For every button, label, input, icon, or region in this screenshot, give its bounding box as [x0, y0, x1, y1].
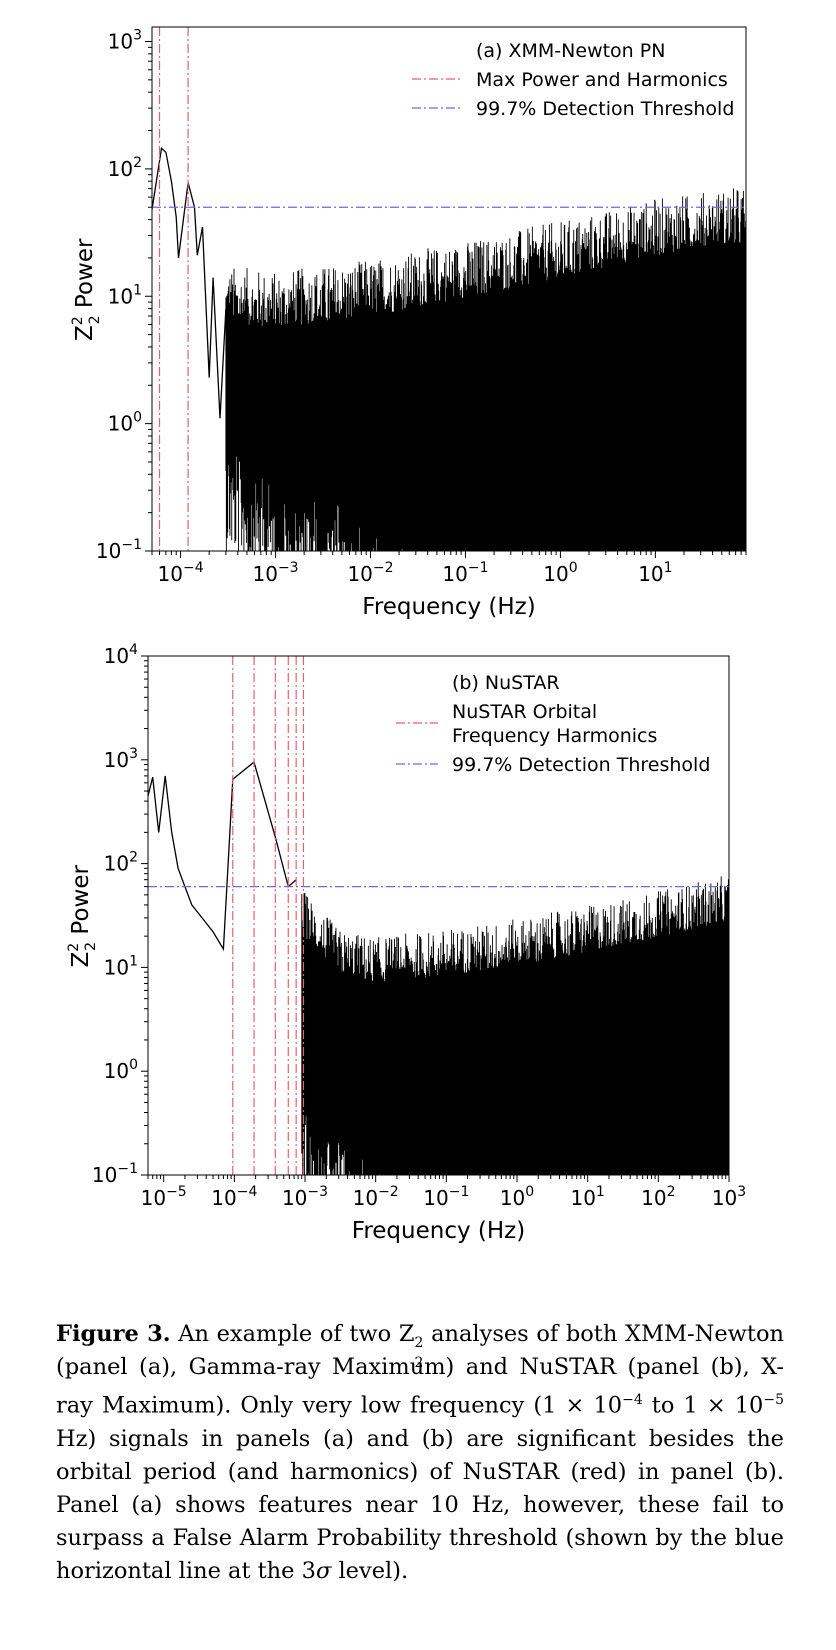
x-tick-label: 10−3 [252, 560, 298, 586]
legend-entry: Frequency Harmonics [452, 725, 657, 747]
x-tick-label: 101 [638, 560, 672, 586]
panel-b: 10−5 10−4 10−3 10−2 10−1 100 101 102 103 10−1 100 1… [66, 642, 746, 1244]
x-tick-label: 10−1 [442, 560, 488, 586]
x-tick-label: 100 [500, 1184, 534, 1210]
legend-entry: 99.7% Detection Threshold [452, 754, 710, 776]
x-axis-label: Frequency (Hz) [352, 1218, 525, 1244]
x-tick-label: 10−5 [141, 1184, 187, 1210]
power-spectrum-low-freq [152, 147, 227, 419]
y-axis-label: Z22 Power [66, 864, 99, 967]
y-axis-label: Z22 Power [70, 238, 103, 341]
power-spectrum-noise [301, 876, 729, 1175]
legend-entry: Max Power and Harmonics [476, 69, 728, 91]
caption-text-4: Hz) signals in panels (a) and (b) are si… [56, 1425, 784, 1584]
plot-area [152, 27, 746, 551]
legend-entry: NuSTAR Orbital [452, 701, 597, 723]
x-tick-label: 101 [570, 1184, 604, 1210]
x-tick-label: 100 [543, 560, 577, 586]
caption-exp-1: −4 [622, 1392, 643, 1408]
legend-title: (b) NuSTAR [452, 672, 560, 694]
panel-a: 10−4 10−3 10−2 10−1 100 101 10−1 100 101 102 103 Fr… [70, 26, 747, 620]
legend: (a) XMM-Newton PN Max Power and Harmonics… [412, 40, 734, 120]
x-tick-label: 10−2 [347, 560, 393, 586]
caption-sigma: σ [315, 1557, 332, 1584]
x-tick-label: 10−3 [282, 1184, 328, 1210]
y-tick-label: 102 [104, 850, 138, 876]
x-axis-label: Frequency (Hz) [362, 594, 535, 620]
y-tick-label: 101 [108, 282, 142, 308]
axes-frame [151, 26, 747, 552]
x-tick-label: 102 [641, 1184, 675, 1210]
caption-text-5: level). [331, 1557, 409, 1584]
plot-area [148, 656, 729, 1175]
y-axis-label-text: Z22 Power [70, 238, 103, 341]
y-tick-label: 103 [104, 746, 138, 772]
figure: 10−4 10−3 10−2 10−1 100 101 10−1 100 101 102 103 Fr… [66, 26, 747, 1244]
y-tick-label: 10−1 [92, 1161, 138, 1187]
x-tick-label: 10−4 [211, 1184, 257, 1210]
y-tick-label: 100 [104, 1057, 138, 1083]
y-tick-label: 10−1 [96, 537, 142, 563]
x-tick-label: 10−4 [158, 560, 204, 586]
axes-frame [147, 655, 730, 1176]
caption-text-3: to 1 × 10 [642, 1392, 764, 1419]
y-axis-label-text: Z22 Power [66, 864, 99, 967]
y-tick-label: 102 [108, 155, 142, 181]
caption-label: Figure 3. [56, 1321, 171, 1347]
y-tick-label: 103 [108, 28, 142, 54]
y-tick-label: 100 [108, 410, 142, 436]
x-tick-label: 10−2 [353, 1184, 399, 1210]
power-spectrum-noise [225, 188, 746, 551]
caption-text-2: analyses of both XMM-Newton (panel (a), … [56, 1321, 784, 1419]
legend-entry: 99.7% Detection Threshold [476, 98, 734, 120]
x-tick-label: 103 [712, 1184, 746, 1210]
caption-sup-1: 2 [414, 1335, 424, 1351]
power-spectrum-low-freq [148, 760, 297, 952]
y-tick-label: 101 [104, 953, 138, 979]
caption-exp-2: −5 [763, 1392, 785, 1408]
caption-sub-1: 2 [414, 1355, 424, 1371]
legend-title: (a) XMM-Newton PN [476, 40, 665, 62]
caption-text-1: An example of two Z [178, 1321, 415, 1347]
x-tick-label: 10−1 [423, 1184, 469, 1210]
y-tick-label: 104 [104, 642, 138, 668]
